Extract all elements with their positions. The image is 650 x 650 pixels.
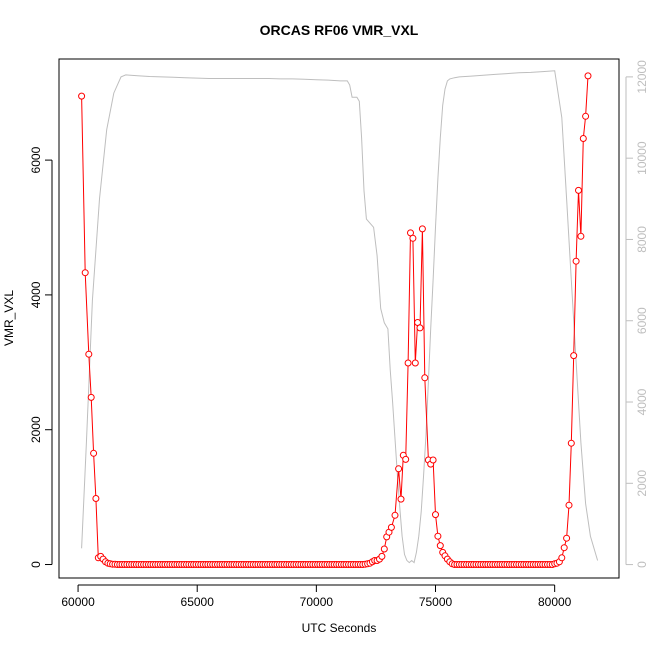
data-point-203 xyxy=(567,439,575,447)
y-tick-label-4000: 4000 xyxy=(29,281,43,308)
data-point-208 xyxy=(579,135,587,142)
data-point-134 xyxy=(402,455,410,463)
series-primary-line xyxy=(81,75,589,565)
y2-tick-label-0: 0 xyxy=(635,561,649,568)
data-point-4 xyxy=(90,449,98,457)
data-point-2 xyxy=(85,350,93,358)
data-point-132 xyxy=(397,495,405,503)
y-tick-label-2000: 2000 xyxy=(29,416,43,443)
data-point-135 xyxy=(404,359,412,367)
x-tick-label-70000: 70000 xyxy=(300,595,334,609)
data-point-201 xyxy=(563,534,571,542)
plot-frame xyxy=(58,58,620,579)
data-point-206 xyxy=(575,186,582,194)
series-primary-layer xyxy=(78,72,592,568)
data-point-129 xyxy=(387,523,395,531)
y-tick-label-6000: 6000 xyxy=(29,146,43,173)
y2-tick-label-8000: 8000 xyxy=(635,226,649,253)
x-tick-label-75000: 75000 xyxy=(419,595,453,609)
data-point-131 xyxy=(395,465,403,473)
y-axis-label: VMR_VXL xyxy=(2,290,16,346)
y2-tick-label-4000: 4000 xyxy=(635,388,649,415)
y2-tick-label-2000: 2000 xyxy=(635,470,649,497)
data-point-204 xyxy=(570,352,578,360)
data-point-145 xyxy=(429,456,437,464)
data-point-207 xyxy=(577,232,585,240)
data-point-147 xyxy=(434,532,442,540)
x-tick-label-65000: 65000 xyxy=(181,595,215,609)
data-point-141 xyxy=(418,225,426,233)
y-tick-label-0: 0 xyxy=(29,561,43,568)
data-point-126 xyxy=(380,545,388,553)
x-tick-label-60000: 60000 xyxy=(61,595,95,609)
y-axis-right: 0 2000 4000 6000 8000 10000 12000 xyxy=(625,60,649,568)
x-axis-label: UTC Seconds xyxy=(302,621,377,635)
data-point-148 xyxy=(436,542,444,550)
data-point-137 xyxy=(409,234,417,242)
data-point-140 xyxy=(416,324,424,332)
y2-tick-label-10000: 10000 xyxy=(635,141,649,175)
y2-tick-label-12000: 12000 xyxy=(635,60,649,94)
data-point-1 xyxy=(81,269,89,277)
data-point-125 xyxy=(378,552,386,560)
chart-title: ORCAS RF06 VMR_VXL xyxy=(260,22,419,38)
data-point-199 xyxy=(558,554,566,562)
x-tick-label-80000: 80000 xyxy=(538,595,572,609)
data-point-142 xyxy=(421,374,429,382)
x-axis: 60000 65000 70000 75000 80000 xyxy=(61,584,572,609)
data-point-130 xyxy=(391,511,399,519)
data-point-210 xyxy=(584,72,592,80)
data-point-146 xyxy=(432,511,439,519)
data-point-205 xyxy=(572,257,580,265)
series-secondary-layer xyxy=(81,70,599,564)
data-point-3 xyxy=(87,393,95,401)
series-secondary-line xyxy=(81,70,599,564)
data-point-138 xyxy=(411,359,419,367)
data-point-200 xyxy=(560,544,568,552)
y-axis-left: 0 2000 4000 6000 xyxy=(29,146,53,568)
data-point-209 xyxy=(582,112,590,120)
data-point-0 xyxy=(78,92,86,100)
data-point-5 xyxy=(92,495,100,502)
data-point-202 xyxy=(565,501,573,509)
y2-tick-label-6000: 6000 xyxy=(635,307,649,334)
